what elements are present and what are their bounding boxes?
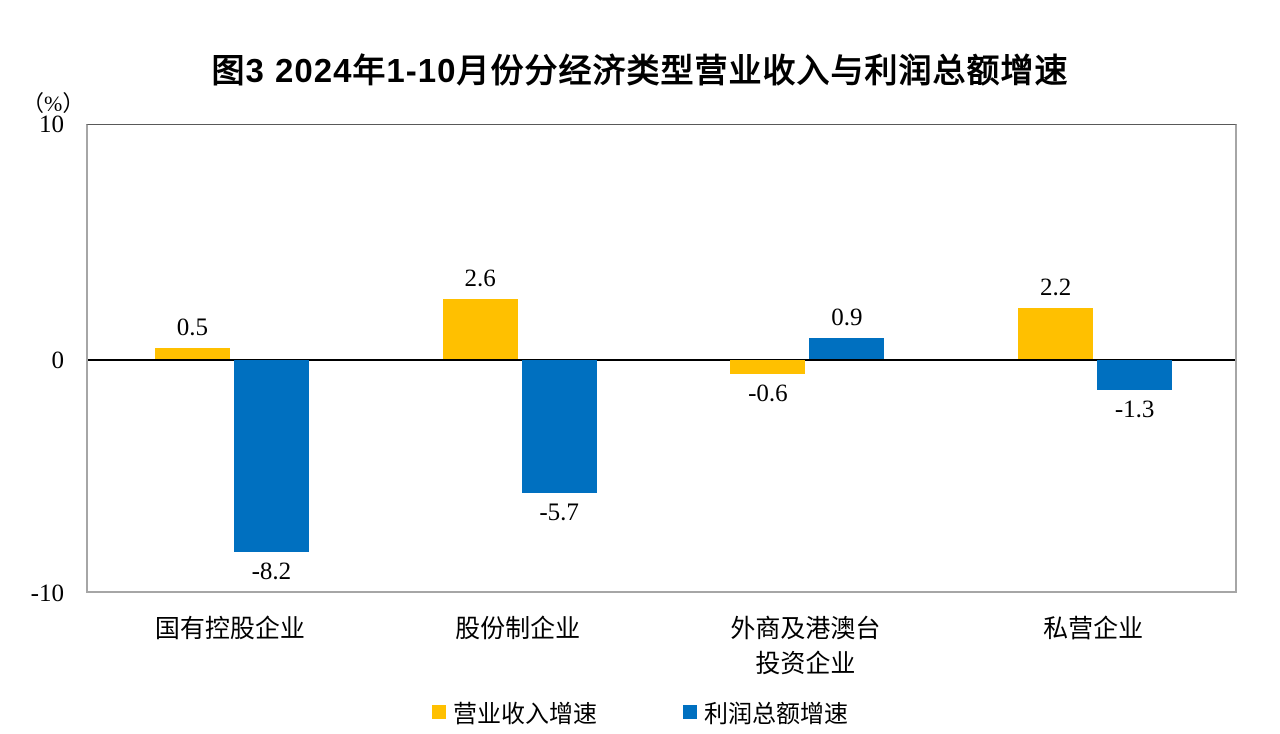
bar-revenue-growth [730,359,806,374]
y-tick-neg10: -10 [30,580,64,607]
bar-value-label: 0.9 [831,304,863,332]
plot-area: 0.5 -8.2 2.6 -5.7 -0.6 0.9 2.2 -1.3 [86,124,1237,593]
bar-revenue-growth [442,298,518,360]
bar-value-label: 0.5 [176,313,208,341]
bar-value-label: 2.6 [464,264,496,292]
bar-profit-growth [233,359,309,552]
bar-revenue-growth [154,347,230,360]
revenue-swatch-icon [432,704,446,719]
y-tick-0: 0 [51,347,65,374]
bar-profit-growth [521,359,597,494]
bar-value-label: -0.6 [748,379,788,407]
bar-value-label: 2.2 [1040,273,1072,301]
y-tick-10: 10 [39,111,64,138]
category-label: 外商及港澳台 投资企业 [730,616,881,678]
chart-legend: 营业收入增速 利润总额增速 [0,694,1280,729]
legend-item-profit: 利润总额增速 [683,694,848,729]
chart-title: 图3 2024年1-10月份分经济类型营业收入与利润总额增速 [211,52,1069,89]
y-axis-unit-label: （%） [22,91,85,116]
category-label: 国有控股企业 [154,616,305,643]
bar-profit-growth [1097,359,1173,390]
legend-label-profit: 利润总额增速 [704,702,848,728]
bar-value-label: -1.3 [1114,395,1155,423]
bar-revenue-growth [1018,307,1094,360]
bar-value-label: -8.2 [251,557,292,585]
zero-axis-line [88,358,1235,361]
legend-label-revenue: 营业收入增速 [453,702,597,728]
profit-swatch-icon [683,704,697,719]
bar-value-label: -5.7 [539,499,579,527]
legend-item-revenue: 营业收入增速 [432,694,597,729]
bar-profit-growth [809,338,885,360]
x-axis-labels: 国有控股企业 股份制企业 外商及港澳台 投资企业 私营企业 [86,612,1237,692]
category-label: 私营企业 [1043,616,1144,643]
category-label: 股份制企业 [455,616,581,643]
